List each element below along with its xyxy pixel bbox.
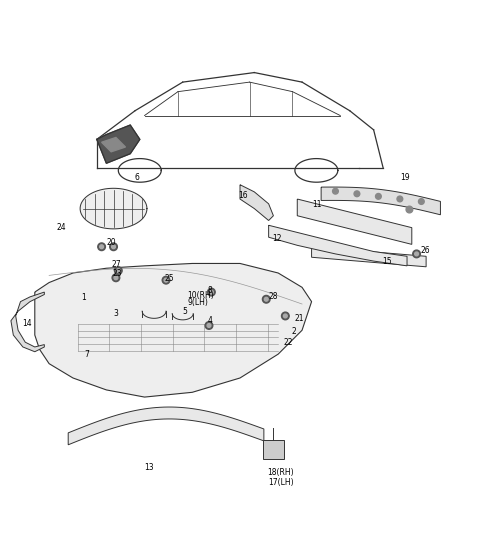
Circle shape: [114, 276, 118, 280]
Circle shape: [110, 243, 117, 251]
Text: 1: 1: [82, 293, 86, 302]
Circle shape: [406, 206, 413, 213]
Circle shape: [207, 288, 215, 296]
Text: 6: 6: [135, 173, 140, 182]
Text: 15: 15: [382, 257, 391, 265]
Text: 11: 11: [312, 200, 322, 209]
Circle shape: [333, 188, 338, 194]
Circle shape: [283, 314, 287, 318]
PathPatch shape: [321, 187, 441, 215]
PathPatch shape: [11, 292, 44, 352]
Text: 13: 13: [144, 463, 154, 472]
Text: 20: 20: [106, 239, 116, 247]
Text: 23: 23: [112, 270, 122, 278]
Polygon shape: [80, 188, 147, 229]
Text: 3: 3: [113, 309, 118, 318]
Text: 17(LH): 17(LH): [268, 478, 293, 486]
Text: 8: 8: [207, 286, 212, 295]
Text: 19: 19: [400, 173, 409, 182]
Circle shape: [281, 312, 289, 320]
Circle shape: [354, 191, 360, 197]
Text: 21: 21: [295, 314, 304, 323]
Circle shape: [112, 274, 120, 282]
Text: 18(RH): 18(RH): [267, 468, 294, 477]
Circle shape: [413, 250, 420, 258]
PathPatch shape: [312, 247, 426, 267]
Text: 5: 5: [183, 307, 188, 316]
Text: 10(RH): 10(RH): [188, 292, 214, 300]
Circle shape: [112, 245, 116, 248]
PathPatch shape: [35, 264, 312, 397]
Text: 27: 27: [111, 260, 120, 269]
FancyBboxPatch shape: [263, 440, 284, 459]
Text: 26: 26: [420, 246, 430, 254]
Circle shape: [397, 196, 403, 202]
Text: 12: 12: [273, 234, 282, 243]
Polygon shape: [102, 138, 125, 152]
Circle shape: [415, 252, 419, 256]
Text: 4: 4: [207, 316, 213, 325]
Text: 24: 24: [56, 223, 66, 232]
Circle shape: [162, 276, 170, 284]
Text: 2: 2: [291, 327, 296, 336]
Circle shape: [375, 193, 381, 199]
Circle shape: [116, 269, 120, 272]
Text: 25: 25: [165, 274, 174, 283]
Circle shape: [207, 324, 211, 328]
PathPatch shape: [297, 199, 412, 245]
Text: 22: 22: [284, 337, 293, 347]
PathPatch shape: [240, 185, 274, 221]
Circle shape: [164, 278, 168, 282]
Circle shape: [209, 290, 213, 294]
Circle shape: [264, 298, 268, 301]
Text: 9(LH): 9(LH): [188, 298, 208, 307]
Polygon shape: [97, 125, 140, 163]
Circle shape: [205, 322, 213, 329]
Text: 14: 14: [22, 319, 32, 328]
Text: 28: 28: [269, 292, 278, 301]
Circle shape: [100, 245, 104, 248]
Circle shape: [98, 243, 106, 251]
PathPatch shape: [269, 225, 407, 266]
Text: 16: 16: [238, 191, 248, 200]
Text: 7: 7: [84, 349, 89, 359]
Circle shape: [115, 267, 122, 275]
Circle shape: [263, 295, 270, 303]
PathPatch shape: [68, 407, 264, 445]
Circle shape: [419, 199, 424, 204]
